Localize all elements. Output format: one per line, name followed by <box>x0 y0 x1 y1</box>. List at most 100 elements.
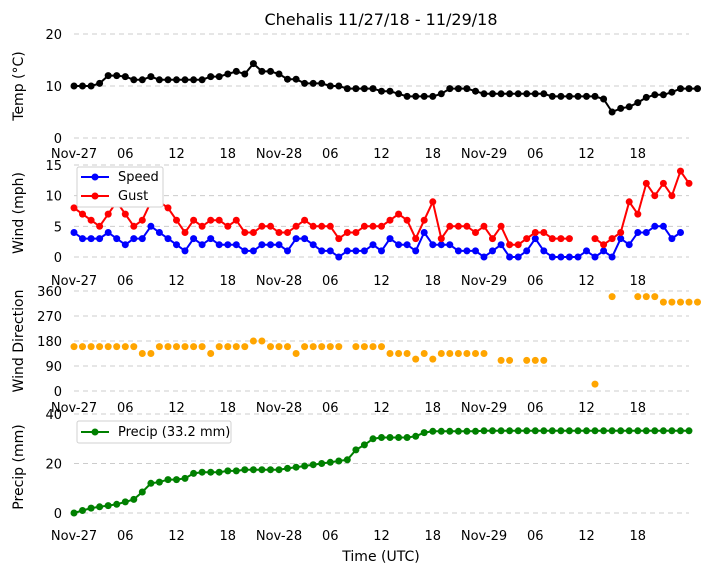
precip-data-point <box>454 427 462 435</box>
precip-data-point <box>378 434 385 441</box>
precip-data-point <box>284 464 291 472</box>
temp-data-point <box>454 85 462 93</box>
precip-xtick-label: Nov-29 <box>461 529 507 544</box>
gust-data-point <box>309 222 317 230</box>
precip-data-point <box>369 435 377 443</box>
speed-data-point <box>472 247 479 255</box>
temp-data-point <box>87 82 95 90</box>
gust-data-point <box>87 216 95 224</box>
precip-data-point <box>241 466 249 474</box>
temp-data-point <box>360 85 368 93</box>
wind-direction-data-point <box>258 337 266 345</box>
speed-data-point <box>446 241 454 249</box>
temp-data-point <box>437 90 445 98</box>
wind-direction-data-point <box>241 343 249 351</box>
wind-direction-data-point <box>335 343 343 351</box>
speed-data-point <box>565 253 573 261</box>
temp-data-point <box>147 73 155 81</box>
precip-ylabel: Precip (mm) <box>11 424 27 509</box>
speed-data-point <box>87 235 95 243</box>
temp-data-point <box>557 92 565 100</box>
precip-data-point <box>412 432 420 440</box>
precip-legend: Precip (33.2 mm) <box>76 420 232 444</box>
gust-data-point <box>173 216 180 224</box>
precip-data-point <box>659 427 667 435</box>
wind-direction-xtick-label: 18 <box>219 401 236 416</box>
gust-data-point <box>326 222 334 230</box>
gust-data-point <box>249 229 257 236</box>
temp-data-point <box>685 85 693 93</box>
temp-data-point <box>232 67 240 75</box>
precip-data-point <box>429 427 437 435</box>
temp-data-point <box>480 90 488 98</box>
temp-xtick-label: 18 <box>219 147 236 162</box>
gust-data-point <box>403 216 411 224</box>
gust-data-point <box>241 229 249 236</box>
wind-direction-data-point <box>275 343 283 351</box>
gust-data-point <box>540 229 548 236</box>
speed-data-point <box>651 222 659 230</box>
wind-direction-data-point <box>480 350 488 357</box>
precip-data-point <box>232 467 240 475</box>
precip-data-point <box>113 500 121 508</box>
temp-data-point <box>190 76 198 84</box>
precip-data-point <box>583 427 590 435</box>
precip-data-point <box>651 427 659 435</box>
temp-xtick-label: Nov-28 <box>256 147 302 162</box>
gust-data-point <box>557 235 565 243</box>
speed-data-point <box>480 253 488 261</box>
speed-data-point <box>335 253 343 261</box>
speed-data-point <box>292 235 300 243</box>
gust-data-point <box>70 204 78 212</box>
wind-ylabel: Wind (mph) <box>11 172 27 254</box>
temp-data-point <box>472 87 479 95</box>
temp-data-point <box>343 85 351 93</box>
gust-data-point <box>685 179 693 187</box>
wind-direction-ylabel: Wind Direction <box>11 290 27 393</box>
speed-data-point <box>284 247 291 255</box>
gust-data-point <box>360 222 368 230</box>
temp-data-point <box>309 79 317 87</box>
speed-data-point <box>181 247 189 255</box>
wind-direction-data-point <box>386 350 394 357</box>
speed-data-point <box>147 222 155 230</box>
precip-data-point <box>617 427 625 435</box>
speed-data-point <box>514 253 522 261</box>
temp-data-point <box>386 87 394 95</box>
temp-data-point <box>608 108 616 116</box>
wind-direction-data-point <box>292 350 300 357</box>
wind-direction-ytick-label: 180 <box>37 335 62 350</box>
temp-data-point <box>70 82 78 90</box>
temp-data-point <box>378 87 385 95</box>
gust-data-point <box>138 216 146 224</box>
wind-direction-data-point <box>446 350 454 357</box>
gust-data-point <box>96 222 104 230</box>
temp-data-point <box>429 92 437 100</box>
gust-data-point <box>352 229 360 236</box>
precip-data-point <box>173 476 180 484</box>
precip-data-point <box>198 468 206 476</box>
temp-ytick-label: 10 <box>45 80 62 95</box>
wind-direction-data-point <box>694 298 701 306</box>
gust-data-point <box>608 235 616 243</box>
wind-direction-xtick-label: 06 <box>322 401 339 416</box>
precip-xtick-label: 06 <box>117 529 134 544</box>
wind-direction-data-point <box>155 343 163 351</box>
temp-ytick-label: 20 <box>45 28 62 43</box>
wind-direction-xtick-label: 06 <box>527 401 544 416</box>
speed-data-point <box>454 247 462 255</box>
gust-data-point <box>164 204 172 212</box>
wind-direction-data-point <box>642 293 650 301</box>
gust-data-point <box>318 222 326 230</box>
temp-data-point <box>497 90 505 98</box>
gust-data-point <box>634 210 642 218</box>
wind-direction-data-point <box>429 355 437 363</box>
wind-direction-data-point <box>497 356 505 364</box>
gust-data-point <box>232 216 240 224</box>
precip-data-point <box>600 427 608 435</box>
wind-direction-data-point <box>207 350 215 357</box>
gust-data-point <box>275 229 283 236</box>
wind-direction-xtick-label: 06 <box>117 401 134 416</box>
precip-data-point <box>130 495 138 503</box>
temp-data-point <box>523 90 531 98</box>
